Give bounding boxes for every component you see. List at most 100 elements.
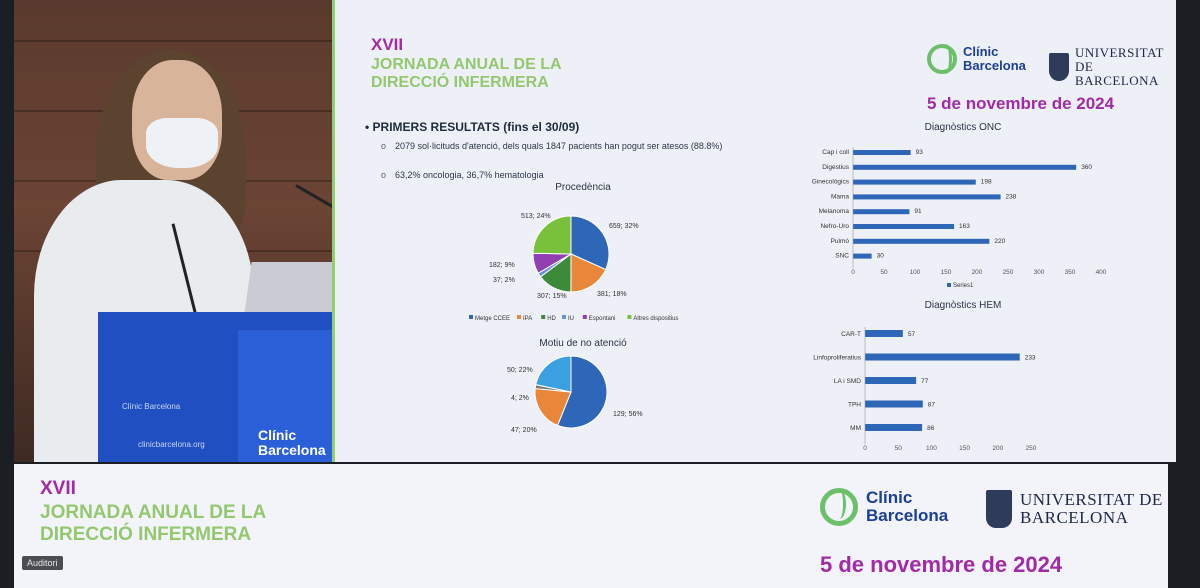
tick-label: 300 [1034, 269, 1045, 276]
legend-label: Series1 [953, 283, 974, 289]
slice-label: 47; 20% [511, 427, 537, 434]
slice-label: 381; 18% [597, 291, 627, 298]
podium-small-logo: Clínic Barcelona [122, 402, 181, 411]
tick-label: 0 [851, 269, 855, 276]
procedencia-title: Procedència [555, 182, 611, 193]
bar [853, 164, 1077, 170]
slice-label: 307; 15% [537, 293, 567, 300]
slice-label: 182; 9% [489, 262, 515, 269]
bar [853, 209, 910, 215]
data-label: 238 [1006, 193, 1017, 200]
pie-slice [532, 215, 572, 255]
legend-swatch [469, 315, 473, 319]
podium-side [238, 330, 332, 462]
banner-edition: XVII [40, 478, 76, 499]
motiu-pie-chart: 129; 56% 47; 20% 4; 2% 50; 22% [507, 355, 643, 434]
category-label: TPH [848, 402, 861, 409]
category-label: Ginecològics [812, 179, 850, 186]
hem-title: Diagnòstics HEM [924, 300, 1002, 311]
ub-shield-icon [986, 490, 1012, 528]
banner-clinic-logo: Clínic Barcelona [820, 488, 962, 526]
clinic-logo-icon [927, 44, 957, 74]
motiu-title: Motiu de no atenció [539, 338, 627, 349]
bar [865, 400, 923, 408]
pie-slice [535, 355, 572, 393]
data-label: 93 [916, 149, 924, 156]
category-label: CAR-T [841, 331, 861, 338]
ub-logo: UNIVERSITAT DE BARCELONA [1049, 46, 1179, 88]
bar [853, 238, 990, 244]
slice-label: 50; 22% [507, 367, 533, 374]
legend-label: Altres dispositius [633, 316, 678, 322]
category-label: Melanoma [819, 208, 850, 215]
bar [853, 179, 976, 185]
legend-label: IPA [523, 316, 532, 322]
ub-shield-icon [1049, 53, 1069, 81]
slice-label: 37; 2% [493, 277, 515, 284]
podium-url: clinicbarcelona.org [138, 440, 205, 449]
bar [853, 224, 955, 229]
clinic-logo-icon [820, 488, 858, 526]
data-label: 77 [921, 378, 929, 385]
results-heading: • PRIMERS RESULTATS (fins el 30/09) [365, 120, 580, 134]
tick-label: 200 [972, 269, 983, 276]
category-label: Digestius [822, 164, 849, 171]
data-label: 233 [1025, 355, 1036, 362]
legend-label: HD [547, 316, 556, 322]
category-label: Linfoproliferatius [813, 355, 861, 362]
bar [865, 424, 923, 431]
banner-date: 5 de novembre de 2024 [820, 552, 1063, 577]
tick-label: 250 [1003, 269, 1014, 276]
pie-slice [556, 355, 608, 429]
category-label: Mama [831, 193, 849, 200]
pie-slice [570, 215, 610, 271]
face-mask [146, 118, 218, 168]
legend-swatch [582, 315, 587, 319]
tick-label: 400 [1096, 269, 1107, 276]
onc-title: Diagnòstics ONC [924, 122, 1002, 133]
bar [865, 330, 903, 337]
tick-label: 250 [1026, 445, 1037, 452]
legend-label: Espontani [589, 316, 616, 322]
category-label: SNC [835, 253, 849, 260]
bar [853, 150, 911, 155]
hem-bar-chart: CAR-T 57 Linfoproliferatius 233 LA i SMD 77 TP… [813, 327, 1037, 452]
banner-ub-logo: UNIVERSITAT DE BARCELONA [986, 490, 1170, 528]
tick-label: 50 [895, 445, 903, 452]
data-label: 163 [959, 223, 970, 230]
legend-label: Metge CCEE [475, 316, 510, 322]
slide-event-title: JORNADA ANUAL DE LA DIRECCIÓ INFERMERA [371, 56, 561, 91]
microphone [295, 184, 332, 210]
presentation-slide: XVII JORNADA ANUAL DE LA DIRECCIÓ INFERM… [332, 0, 1176, 462]
tick-label: 200 [992, 445, 1003, 452]
data-label: 91 [914, 208, 922, 215]
bar [853, 194, 1001, 200]
slide-date: 5 de novembre de 2024 [927, 94, 1115, 113]
bar [865, 353, 1020, 361]
room-label: Auditori [22, 556, 63, 570]
bar [853, 253, 872, 259]
tick-label: 50 [880, 269, 888, 276]
lower-third-banner: XVII JORNADA ANUAL DE LA DIRECCIÓ INFERM… [14, 464, 1168, 588]
split-summary: 63,2% oncologia, 36,7% hematologia [381, 170, 544, 180]
tick-label: 100 [910, 269, 921, 276]
pie-slice [570, 253, 607, 293]
tick-label: 100 [926, 445, 937, 452]
pie-slice [534, 388, 572, 427]
slice-label: 129; 56% [613, 411, 643, 418]
clinic-logo: Clínic Barcelona [927, 44, 1037, 74]
slice-label: 4; 2% [511, 395, 529, 402]
data-label: 87 [928, 402, 936, 409]
category-label: Cap i coll [822, 149, 849, 156]
legend-swatch [562, 315, 566, 319]
legend-swatch [517, 315, 521, 319]
legend-swatch [947, 283, 951, 287]
tick-label: 150 [959, 445, 970, 452]
legend-label: IU [568, 316, 574, 322]
slice-label: 659; 32% [609, 223, 639, 230]
onc-bar-chart: Cap i coll 93 Digestius 360 Ginecològics 198 M… [812, 147, 1107, 289]
procedencia-pie-chart: 659; 32% 381; 18% 307; 15% 37; 2% 182; 9% 513… [469, 213, 678, 322]
tick-label: 0 [863, 445, 867, 452]
tick-label: 150 [941, 269, 952, 276]
data-label: 360 [1081, 164, 1092, 171]
